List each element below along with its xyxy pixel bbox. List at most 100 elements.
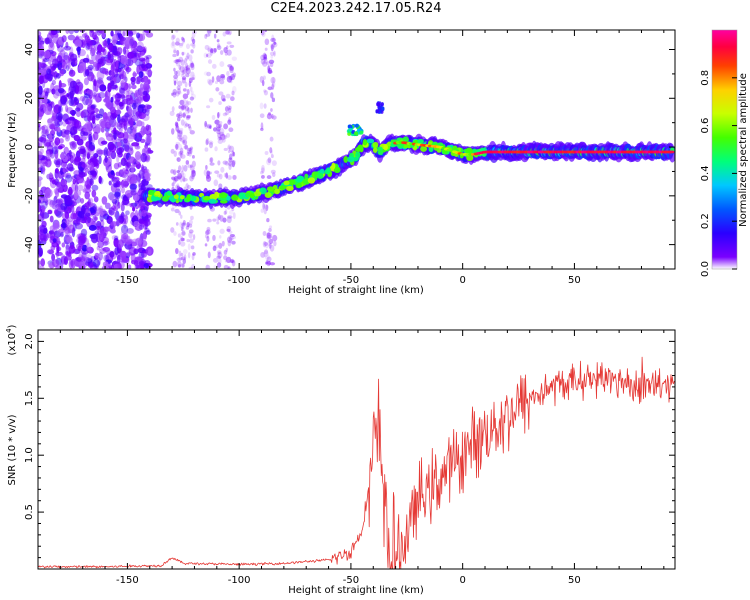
spectral-cell — [98, 91, 106, 99]
spectral-cell — [224, 111, 229, 115]
spectral-cell — [39, 40, 45, 45]
spectral-cell — [68, 150, 72, 158]
spectral-cell — [97, 240, 104, 249]
spectral-cell — [87, 112, 92, 123]
spectral-cell — [116, 141, 122, 147]
spectral-cell — [126, 126, 133, 135]
spectral-cell — [185, 100, 189, 108]
spectral-cell — [191, 160, 196, 168]
y-axis-label-top: Frequency (Hz) — [7, 112, 18, 188]
spectral-cell — [122, 120, 127, 127]
spectral-cell — [177, 112, 182, 117]
spectral-cell — [214, 80, 218, 85]
spectral-cell — [109, 118, 117, 128]
spectral-cell — [123, 180, 129, 188]
spectral-cell — [173, 77, 178, 84]
spectral-cell — [343, 155, 349, 163]
spectral-cell — [123, 64, 129, 71]
spectral-cell — [270, 54, 274, 59]
spectral-cell — [118, 36, 126, 42]
spectral-cell — [178, 165, 182, 173]
spectral-cell — [205, 264, 209, 269]
spectral-cell — [259, 127, 264, 131]
spectral-cell — [107, 150, 112, 159]
spectral-cell — [128, 83, 132, 89]
spectral-cell — [231, 150, 235, 157]
spectral-cell — [55, 251, 63, 256]
spectral-cell — [189, 146, 194, 150]
spectral-cell — [207, 124, 211, 129]
spectral-cell — [217, 251, 221, 257]
spectral-cell — [185, 65, 189, 72]
spectral-cell — [264, 249, 269, 255]
spectral-cell — [372, 141, 379, 148]
spectral-cell — [226, 41, 232, 45]
spectral-cell — [136, 76, 142, 83]
spectral-cell — [214, 146, 218, 152]
spectral-cell — [145, 63, 153, 69]
spectral-cell — [263, 103, 267, 109]
spectral-cell — [68, 116, 75, 121]
spectral-cell — [209, 157, 213, 163]
spectral-cell — [181, 36, 184, 41]
spectral-cell — [362, 139, 368, 146]
spectral-cell — [142, 81, 150, 91]
spectral-cell — [82, 57, 90, 63]
spectral-cell — [48, 30, 55, 36]
spectral-cell — [86, 152, 91, 160]
spectral-cell — [106, 76, 113, 81]
spectral-cell — [123, 138, 128, 144]
spectral-cell — [68, 69, 76, 77]
spectral-cell — [166, 190, 173, 196]
spectral-cell — [55, 30, 61, 34]
spectral-cell — [52, 109, 57, 120]
spectral-cell — [269, 225, 273, 229]
spectral-cell — [130, 190, 137, 196]
spectral-cell — [41, 205, 45, 213]
spectral-cell — [207, 218, 212, 223]
spectral-cell — [84, 168, 90, 173]
spectral-cell — [115, 181, 119, 188]
spectral-cell — [355, 151, 361, 159]
spectral-cell — [175, 122, 179, 128]
spectral-cell — [187, 243, 191, 251]
spectral-cell — [38, 62, 44, 67]
y-tick-label-bottom: 1.5 — [24, 390, 35, 406]
spectral-cell — [261, 164, 265, 172]
spectral-cell — [205, 230, 210, 236]
spectral-cell — [113, 237, 120, 248]
spectral-cell — [230, 96, 235, 102]
spectral-cell — [189, 62, 194, 68]
spectral-cell — [267, 65, 271, 73]
spectral-cell — [212, 63, 217, 69]
spectral-cell — [133, 92, 138, 98]
spectral-cell — [186, 194, 191, 202]
spectral-cell — [180, 105, 185, 112]
spectral-cell — [206, 52, 212, 58]
spectral-cell — [177, 90, 182, 95]
spectral-cell — [217, 160, 221, 166]
spectral-cell — [213, 33, 217, 39]
spectral-cell — [118, 216, 125, 223]
spectral-cell — [49, 123, 56, 131]
spectral-cell — [120, 211, 125, 219]
spectral-cell — [186, 101, 192, 105]
spectral-cell — [41, 95, 48, 104]
y-tick-label-top: 40 — [24, 43, 35, 56]
spectral-cell — [180, 119, 185, 126]
spectral-cell — [179, 152, 183, 159]
spectral-cell — [124, 240, 132, 245]
spectral-cell — [134, 145, 141, 150]
spectral-cell — [45, 142, 52, 147]
spectral-cell — [189, 175, 194, 182]
spectral-cell — [216, 45, 222, 51]
spectral-cell — [268, 227, 272, 232]
spectral-cell — [48, 140, 54, 147]
spectral-cell — [126, 171, 135, 178]
spectral-cell — [270, 108, 273, 112]
spectral-cell — [187, 164, 192, 168]
y-tick-label-top: -20 — [24, 188, 35, 204]
spectral-cell — [126, 134, 134, 143]
spectral-cell — [262, 231, 267, 237]
spectral-cell — [180, 137, 183, 143]
